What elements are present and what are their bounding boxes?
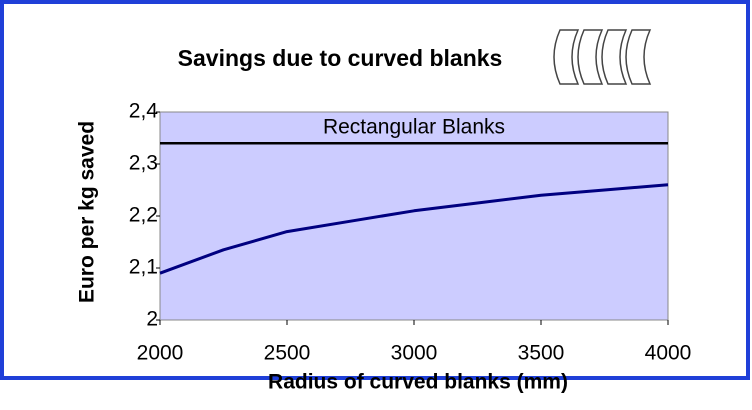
y-axis-label: Euro per kg saved	[76, 121, 99, 303]
x-tick-label: 2000	[137, 342, 184, 365]
curved-blanks-icon	[553, 29, 652, 85]
y-tick-label: 2,1	[129, 256, 158, 279]
x-tick-label: 3500	[518, 342, 565, 365]
line-series	[159, 183, 669, 275]
y-tick-label: 2,4	[129, 100, 159, 123]
y-tick-label: 2,3	[129, 152, 158, 175]
x-tick-label: 3000	[391, 342, 438, 365]
x-tick-label: 2500	[264, 342, 311, 365]
y-tick-label: 2,2	[129, 204, 158, 227]
chart-title: Savings due to curved blanks	[178, 45, 503, 71]
x-tick-label: 4000	[645, 342, 692, 365]
y-tick-label: 2	[146, 308, 158, 331]
reference-label: Rectangular Blanks	[323, 116, 505, 139]
x-axis-label: Radius of curved blanks (mm)	[268, 371, 568, 394]
